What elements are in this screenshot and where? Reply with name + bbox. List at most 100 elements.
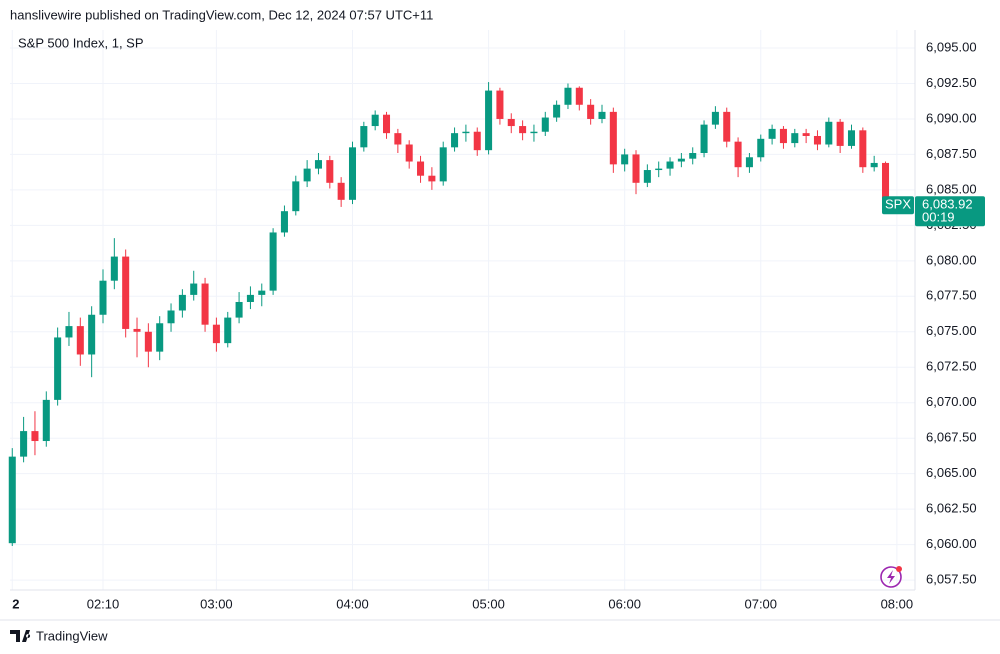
candle-body — [99, 280, 107, 315]
candle-body — [337, 182, 345, 200]
candle-body — [428, 175, 436, 182]
candle-body — [42, 399, 50, 442]
y-tick-label: 6,077.50 — [926, 288, 977, 303]
candle-body — [280, 211, 288, 233]
candle-body — [734, 141, 742, 168]
candle-body — [224, 317, 232, 344]
symbol-label: SPX — [885, 197, 911, 212]
x-tick-label: 02:10 — [87, 596, 120, 611]
price-label: 6,083.92 — [922, 197, 973, 212]
candle-body — [144, 331, 152, 352]
candle-body — [587, 104, 595, 119]
candle-body — [201, 283, 209, 325]
candle-body — [178, 294, 186, 311]
x-tick-label: 05:00 — [472, 596, 505, 611]
candle-body — [235, 301, 243, 318]
candle-body — [65, 326, 73, 338]
y-tick-label: 6,065.00 — [926, 465, 977, 480]
candle-body — [825, 121, 833, 145]
footer-brand: TradingView — [36, 628, 108, 643]
candle-body — [292, 181, 300, 212]
candle-body — [813, 135, 821, 145]
candle-body — [303, 168, 311, 182]
candle-body — [133, 328, 141, 332]
candle-body — [269, 232, 277, 291]
x-tick-label: 2 — [12, 596, 19, 611]
candle-body — [360, 126, 368, 148]
candle-body — [745, 157, 753, 168]
candle-body — [564, 87, 572, 105]
symbol-badge — [882, 196, 914, 215]
candle-body — [643, 170, 651, 183]
candle-body — [632, 154, 640, 183]
candle-body — [246, 294, 254, 302]
candle-body — [326, 160, 334, 183]
x-tick-label: 08:00 — [881, 596, 914, 611]
candle-body — [507, 118, 515, 127]
candle-body — [190, 283, 198, 295]
candle-body — [598, 111, 606, 119]
x-tick-label: 03:00 — [200, 596, 233, 611]
x-tick-label: 04:00 — [336, 596, 369, 611]
candle-body — [553, 104, 561, 118]
y-tick-label: 6,080.00 — [926, 252, 977, 267]
y-tick-label: 6,087.50 — [926, 146, 977, 161]
labels: 6,057.50 6,060.00 6,062.50 6,065.00 6,067.50… — [12, 39, 985, 611]
candle-body — [439, 147, 447, 182]
candle-body — [54, 337, 62, 400]
candle-body — [791, 133, 799, 144]
candle-body — [122, 256, 130, 329]
header-text: hanslivewire published on TradingView.co… — [10, 7, 433, 22]
candle-body — [541, 117, 549, 132]
candle-body — [519, 126, 527, 134]
x-tick-label: 07:00 — [744, 596, 777, 611]
candle-body — [677, 158, 685, 162]
candle-body — [847, 130, 856, 146]
candles — [8, 82, 890, 547]
y-tick-label: 6,070.00 — [926, 394, 977, 409]
y-tick-label: 6,092.50 — [926, 75, 977, 90]
price-badge — [915, 196, 985, 227]
candle-body — [314, 160, 322, 169]
candle-body — [655, 168, 663, 171]
y-tick-label: 6,072.50 — [926, 359, 977, 374]
candle-body — [8, 456, 16, 544]
candle-body — [462, 131, 470, 134]
candle-body — [451, 133, 459, 148]
tradingview-logo — [10, 630, 31, 642]
countdown-label: 00:19 — [922, 210, 955, 225]
candle-body — [405, 144, 413, 162]
y-tick-label: 6,085.00 — [926, 181, 977, 196]
candle-body — [20, 431, 28, 457]
candle-body — [394, 133, 402, 145]
y-tick-label: 6,062.50 — [926, 501, 977, 516]
y-tick-label: 6,090.00 — [926, 110, 977, 125]
candle-body — [575, 87, 583, 105]
candle-body — [859, 130, 867, 168]
candle-body — [31, 431, 39, 442]
candle-body — [768, 128, 776, 139]
y-tick-label: 6,067.50 — [926, 430, 977, 445]
y-tick-label: 6,057.50 — [926, 572, 977, 587]
candle-body — [779, 128, 787, 144]
candle-body — [836, 121, 844, 146]
candle-body — [110, 256, 118, 281]
candle-body — [167, 310, 175, 324]
candle-body — [348, 147, 357, 200]
y-tick-label: 6,075.00 — [926, 323, 977, 338]
candle-body — [689, 153, 697, 159]
candle-body — [383, 114, 391, 134]
candle-body — [711, 111, 719, 125]
candle-body — [530, 131, 538, 134]
candle-body — [881, 162, 890, 206]
candle-body — [88, 314, 96, 355]
candle-body — [757, 138, 765, 158]
candle-body — [723, 111, 731, 142]
candle-body — [621, 154, 629, 165]
chart-title: S&P 500 Index, 1, SP — [18, 35, 144, 50]
candle-body — [802, 133, 810, 136]
candle-body — [870, 162, 878, 168]
candle-body — [417, 161, 425, 176]
candle-body — [485, 90, 493, 151]
